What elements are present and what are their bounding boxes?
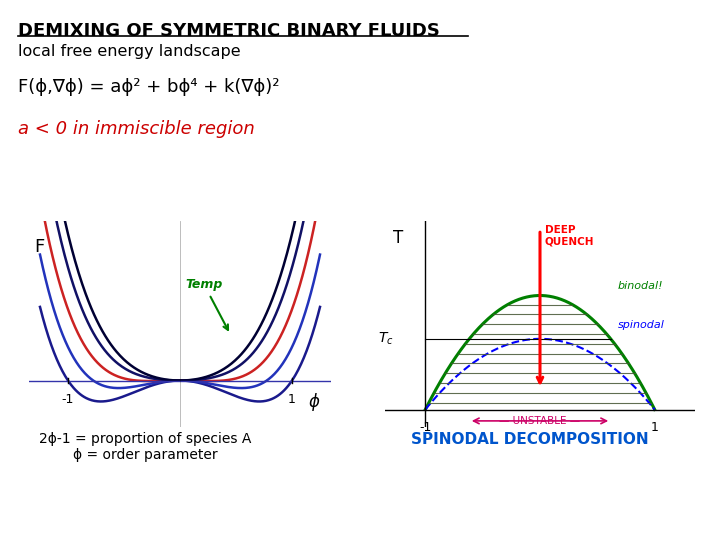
Text: spinodal: spinodal [618,320,665,330]
Text: DEMIXING OF SYMMETRIC BINARY FLUIDS: DEMIXING OF SYMMETRIC BINARY FLUIDS [18,22,440,40]
Text: F(ϕ,∇ϕ) = aϕ² + bϕ⁴ + k(∇ϕ)²: F(ϕ,∇ϕ) = aϕ² + bϕ⁴ + k(∇ϕ)² [18,78,279,96]
Text: -1: -1 [419,421,431,434]
Text: $\phi$: $\phi$ [308,390,320,413]
Text: Temp: Temp [186,279,228,330]
Text: DEEP
QUENCH: DEEP QUENCH [544,225,594,246]
Text: 1: 1 [288,393,296,406]
Text: local free energy landscape: local free energy landscape [18,44,240,59]
Text: F: F [35,238,45,256]
Text: 1: 1 [651,421,659,434]
Text: binodal!: binodal! [618,281,664,292]
Text: — UNSTABLE —: — UNSTABLE — [500,416,580,426]
Text: a < 0 in immiscible region: a < 0 in immiscible region [18,120,255,138]
Text: 2ϕ-1 = proportion of species A
ϕ = order parameter: 2ϕ-1 = proportion of species A ϕ = order… [39,432,251,462]
Text: -1: -1 [62,393,74,406]
Text: $T_c$: $T_c$ [377,330,393,347]
Text: SPINODAL DECOMPOSITION: SPINODAL DECOMPOSITION [411,432,649,447]
Text: T: T [393,230,403,247]
